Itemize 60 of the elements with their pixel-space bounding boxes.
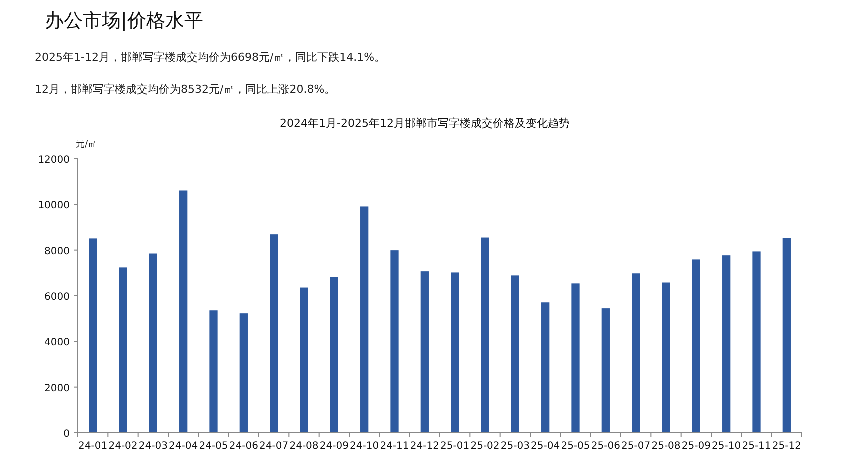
bar: [300, 288, 308, 433]
x-tick-label: 24-10: [350, 441, 380, 452]
y-tick-label: 6000: [44, 292, 70, 303]
x-tick-label: 25-06: [591, 441, 620, 452]
x-tick-label: 24-07: [260, 441, 289, 452]
bar: [330, 277, 338, 433]
x-tick-label: 25-08: [652, 441, 681, 452]
bar: [752, 252, 761, 433]
x-tick-label: 25-01: [440, 441, 470, 452]
x-tick-label: 25-02: [470, 441, 500, 452]
y-tick-label: 4000: [44, 338, 70, 349]
y-tick-label: 0: [64, 429, 70, 440]
bar: [572, 284, 580, 433]
bar: [511, 276, 520, 433]
bar: [149, 254, 158, 433]
bar: [270, 234, 278, 433]
bar: [89, 238, 98, 433]
text: 2025年1-12月，邯郸写字楼成交均价为6698元/㎡，同比下跌14.1%。: [35, 51, 386, 64]
y-tick-label: 2000: [44, 383, 70, 394]
bar: [420, 272, 429, 433]
chart-title: 2024年1月-2025年12月邯郸市写字楼成交价格及变化趋势: [280, 117, 570, 130]
y-tick-label: 8000: [44, 246, 70, 258]
bar: [240, 314, 248, 433]
bar: [180, 190, 188, 433]
bar: [662, 282, 670, 433]
y-tick-label: 12000: [38, 155, 70, 166]
x-tick-label: 24-01: [78, 441, 108, 452]
bar: [782, 238, 791, 433]
x-tick-label: 24-11: [380, 441, 410, 452]
bar: [451, 272, 460, 433]
x-tick-label: 24-12: [410, 441, 440, 452]
x-tick-label: 25-09: [682, 441, 711, 452]
bar: [602, 308, 610, 433]
bar: [722, 256, 731, 433]
text: 办公市场|价格水平: [45, 10, 204, 32]
bar: [390, 250, 399, 433]
x-tick-label: 24-03: [138, 441, 168, 452]
bar: [119, 268, 128, 433]
x-tick-label: 24-04: [169, 441, 198, 452]
x-tick-label: 25-03: [500, 441, 530, 452]
x-tick-label: 25-10: [712, 441, 742, 452]
x-tick-label: 24-09: [320, 441, 349, 452]
y-tick-label: 10000: [38, 200, 70, 212]
bar: [632, 274, 640, 433]
bar: [210, 310, 218, 433]
x-tick-label: 24-08: [290, 441, 319, 452]
x-tick-label: 25-04: [531, 441, 560, 452]
bar: [692, 260, 700, 433]
x-tick-label: 25-11: [742, 441, 772, 452]
x-tick-label: 24-02: [108, 441, 138, 452]
text: 12月，邯郸写字楼成交均价为8532元/㎡，同比上涨20.8%。: [35, 83, 336, 96]
x-tick-label: 25-12: [772, 441, 802, 452]
bar: [542, 302, 550, 433]
x-tick-label: 25-07: [622, 441, 651, 452]
bar: [360, 206, 369, 433]
y-axis-title: 元/㎡: [76, 139, 98, 150]
bar: [481, 238, 490, 433]
x-tick-label: 24-05: [199, 441, 228, 452]
x-tick-label: 24-06: [229, 441, 258, 452]
x-tick-label: 25-05: [561, 441, 590, 452]
